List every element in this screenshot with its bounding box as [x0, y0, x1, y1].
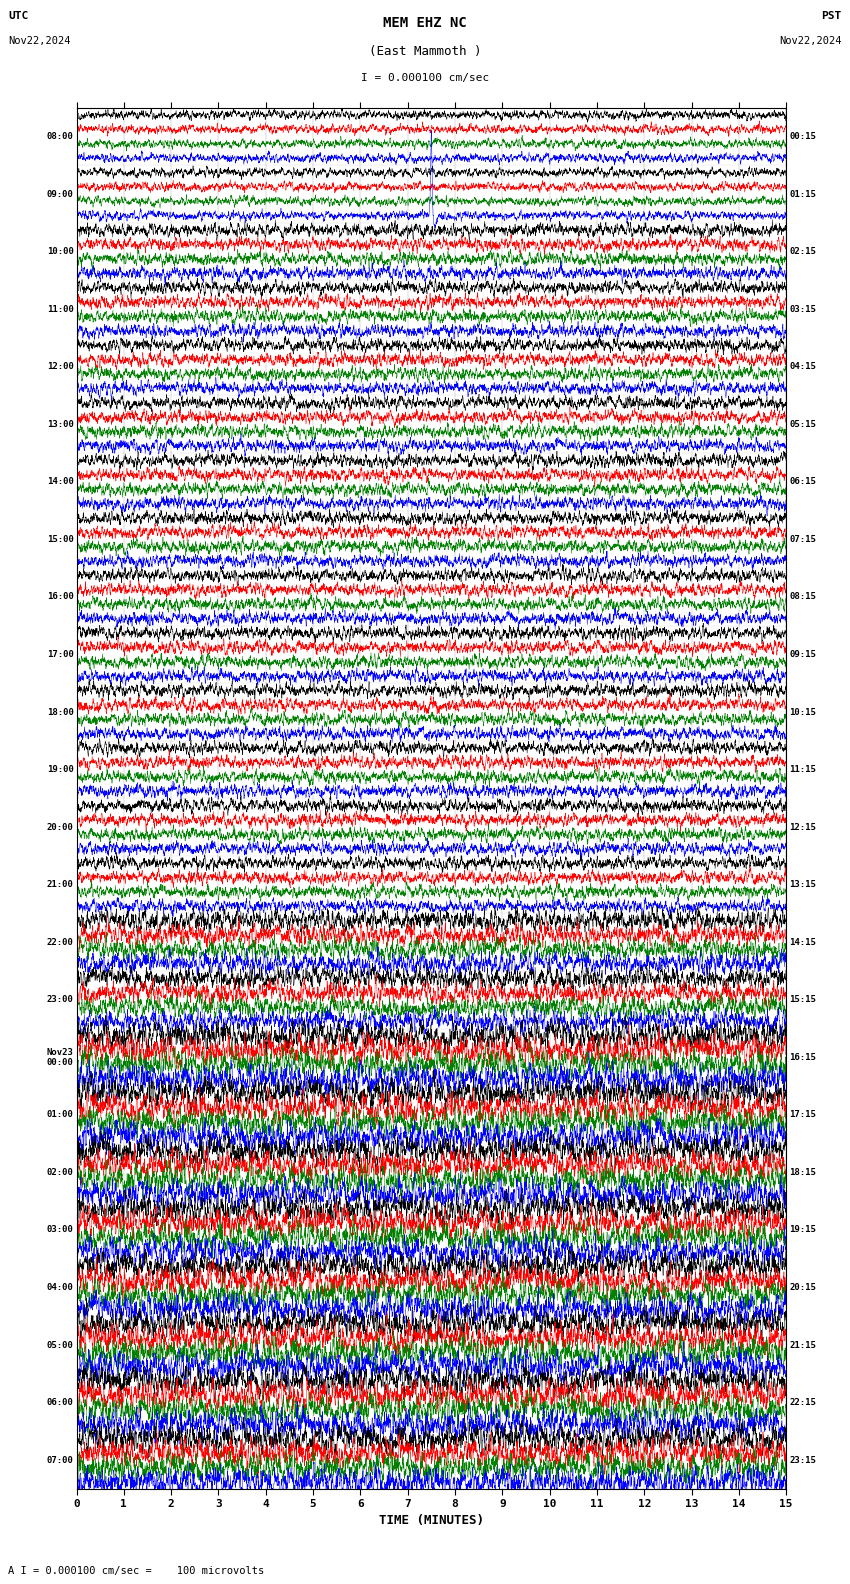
Text: 17:15: 17:15: [789, 1110, 816, 1120]
Text: 14:00: 14:00: [47, 477, 74, 486]
Text: 22:15: 22:15: [789, 1399, 816, 1407]
Text: Nov23
00:00: Nov23 00:00: [47, 1047, 74, 1068]
Text: 19:00: 19:00: [47, 765, 74, 775]
Text: Nov22,2024: Nov22,2024: [8, 36, 71, 46]
Text: 08:15: 08:15: [789, 592, 816, 602]
X-axis label: TIME (MINUTES): TIME (MINUTES): [379, 1514, 484, 1527]
Text: 20:15: 20:15: [789, 1283, 816, 1293]
Text: 12:00: 12:00: [47, 363, 74, 371]
Text: 00:15: 00:15: [789, 131, 816, 141]
Text: 21:00: 21:00: [47, 881, 74, 889]
Text: 20:00: 20:00: [47, 822, 74, 832]
Text: 03:15: 03:15: [789, 304, 816, 314]
Text: 02:15: 02:15: [789, 247, 816, 257]
Text: 23:00: 23:00: [47, 995, 74, 1004]
Text: 09:00: 09:00: [47, 190, 74, 198]
Text: 13:00: 13:00: [47, 420, 74, 429]
Text: 22:00: 22:00: [47, 938, 74, 947]
Text: 08:00: 08:00: [47, 131, 74, 141]
Text: 05:15: 05:15: [789, 420, 816, 429]
Text: 11:00: 11:00: [47, 304, 74, 314]
Text: 19:15: 19:15: [789, 1226, 816, 1234]
Text: 11:15: 11:15: [789, 765, 816, 775]
Text: 07:15: 07:15: [789, 535, 816, 543]
Text: 05:00: 05:00: [47, 1340, 74, 1350]
Text: 18:15: 18:15: [789, 1167, 816, 1177]
Text: PST: PST: [821, 11, 842, 21]
Text: 16:00: 16:00: [47, 592, 74, 602]
Text: UTC: UTC: [8, 11, 29, 21]
Text: 06:15: 06:15: [789, 477, 816, 486]
Text: I = 0.000100 cm/sec: I = 0.000100 cm/sec: [361, 73, 489, 84]
Text: 03:00: 03:00: [47, 1226, 74, 1234]
Text: MEM EHZ NC: MEM EHZ NC: [383, 16, 467, 30]
Text: 15:15: 15:15: [789, 995, 816, 1004]
Text: (East Mammoth ): (East Mammoth ): [369, 44, 481, 57]
Text: 18:00: 18:00: [47, 708, 74, 716]
Text: 16:15: 16:15: [789, 1053, 816, 1061]
Text: 10:15: 10:15: [789, 708, 816, 716]
Text: 13:15: 13:15: [789, 881, 816, 889]
Text: 21:15: 21:15: [789, 1340, 816, 1350]
Text: 04:00: 04:00: [47, 1283, 74, 1293]
Text: 10:00: 10:00: [47, 247, 74, 257]
Text: 01:00: 01:00: [47, 1110, 74, 1120]
Text: 23:15: 23:15: [789, 1456, 816, 1465]
Text: 04:15: 04:15: [789, 363, 816, 371]
Text: 14:15: 14:15: [789, 938, 816, 947]
Text: 15:00: 15:00: [47, 535, 74, 543]
Text: 06:00: 06:00: [47, 1399, 74, 1407]
Text: 09:15: 09:15: [789, 649, 816, 659]
Text: 01:15: 01:15: [789, 190, 816, 198]
Text: 02:00: 02:00: [47, 1167, 74, 1177]
Text: 12:15: 12:15: [789, 822, 816, 832]
Text: A I = 0.000100 cm/sec =    100 microvolts: A I = 0.000100 cm/sec = 100 microvolts: [8, 1567, 264, 1576]
Text: Nov22,2024: Nov22,2024: [779, 36, 842, 46]
Text: 07:00: 07:00: [47, 1456, 74, 1465]
Text: 17:00: 17:00: [47, 649, 74, 659]
